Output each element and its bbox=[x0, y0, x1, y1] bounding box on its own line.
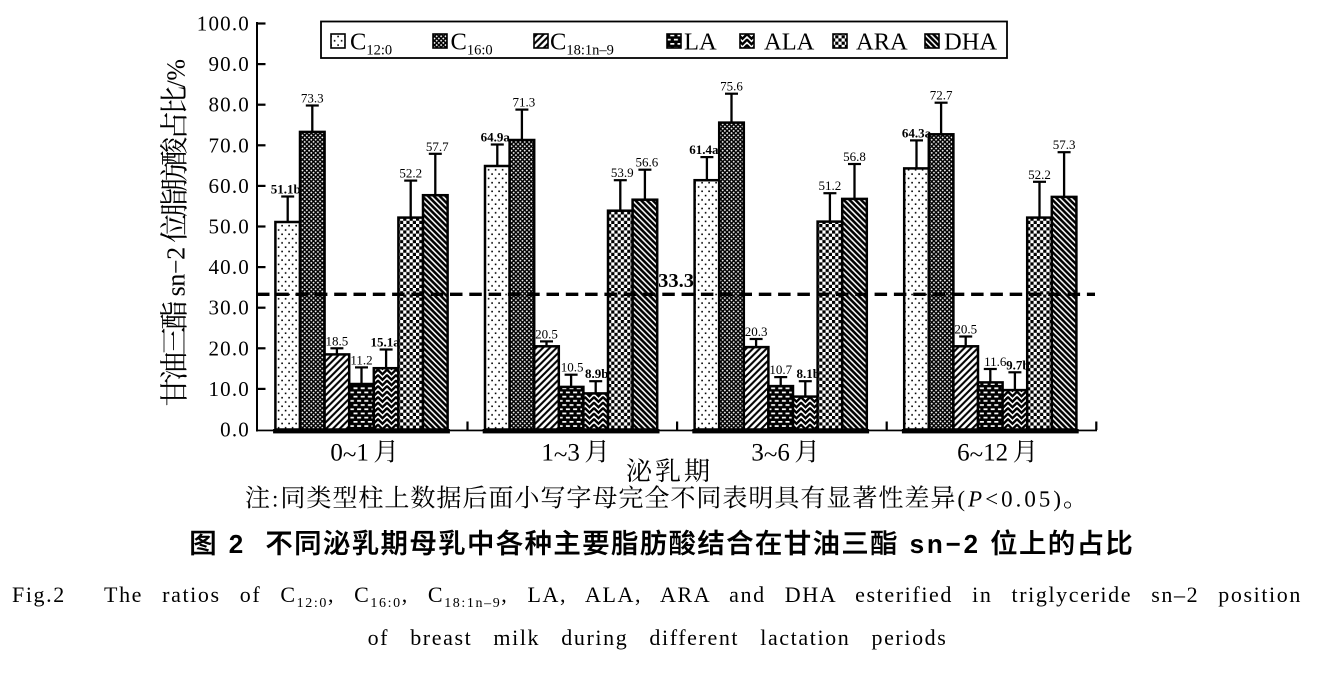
svg-text:11.6: 11.6 bbox=[984, 354, 1007, 369]
svg-text:10.7: 10.7 bbox=[769, 362, 792, 377]
svg-text:70.0: 70.0 bbox=[208, 133, 250, 157]
svg-text:51.2: 51.2 bbox=[819, 178, 842, 193]
svg-text:100.0: 100.0 bbox=[197, 12, 250, 36]
svg-text:90.0: 90.0 bbox=[208, 52, 250, 76]
svg-text:20.5: 20.5 bbox=[954, 322, 977, 337]
svg-text:52.2: 52.2 bbox=[399, 166, 422, 181]
svg-text:20.0: 20.0 bbox=[208, 336, 250, 360]
svg-text:80.0: 80.0 bbox=[208, 93, 250, 117]
svg-text:15.1a: 15.1a bbox=[370, 335, 400, 350]
svg-text:20.3: 20.3 bbox=[745, 324, 768, 339]
svg-text:Fig.2 The ratios of C12:0, C1: Fig.2 The ratios of C12:0, C16:0, C18:1n… bbox=[12, 582, 1302, 611]
svg-text:33.3: 33.3 bbox=[658, 270, 694, 292]
svg-text:8.1b: 8.1b bbox=[797, 366, 820, 381]
svg-text:57.7: 57.7 bbox=[426, 139, 449, 154]
svg-text:53.9: 53.9 bbox=[611, 165, 634, 180]
svg-text:64.3a: 64.3a bbox=[902, 125, 932, 140]
svg-text:57.3: 57.3 bbox=[1053, 137, 1076, 152]
svg-text:64.9a: 64.9a bbox=[481, 130, 511, 145]
svg-text:30.0: 30.0 bbox=[208, 296, 250, 320]
svg-text:9.7b: 9.7b bbox=[1006, 357, 1029, 372]
svg-text:DHA: DHA bbox=[944, 29, 997, 56]
svg-text:20.5: 20.5 bbox=[535, 326, 558, 341]
svg-text:10.5: 10.5 bbox=[561, 360, 584, 375]
svg-text:11.2: 11.2 bbox=[350, 352, 372, 367]
svg-text:0.0: 0.0 bbox=[220, 418, 250, 442]
svg-text:56.8: 56.8 bbox=[843, 149, 866, 164]
svg-text:of breast milk during differen: of breast milk during different lactatio… bbox=[368, 625, 948, 650]
svg-text:60.0: 60.0 bbox=[208, 174, 250, 198]
svg-text:8.9b: 8.9b bbox=[585, 366, 608, 381]
svg-text:61.4a: 61.4a bbox=[689, 142, 719, 157]
svg-text:56.6: 56.6 bbox=[636, 155, 659, 170]
svg-text:71.3: 71.3 bbox=[513, 95, 536, 110]
svg-text:75.6: 75.6 bbox=[720, 79, 743, 94]
svg-text:ALA: ALA bbox=[764, 29, 815, 56]
svg-text:18.5: 18.5 bbox=[326, 333, 349, 348]
svg-text:10.0: 10.0 bbox=[208, 377, 250, 401]
svg-text:LA: LA bbox=[684, 29, 717, 56]
svg-text:52.2: 52.2 bbox=[1028, 167, 1051, 182]
svg-text:73.3: 73.3 bbox=[301, 91, 324, 106]
svg-text:40.0: 40.0 bbox=[208, 255, 250, 279]
svg-text:72.7: 72.7 bbox=[930, 88, 953, 103]
svg-text:50.0: 50.0 bbox=[208, 215, 250, 239]
svg-text:51.1b: 51.1b bbox=[271, 182, 301, 197]
svg-text:ARA: ARA bbox=[856, 29, 908, 56]
